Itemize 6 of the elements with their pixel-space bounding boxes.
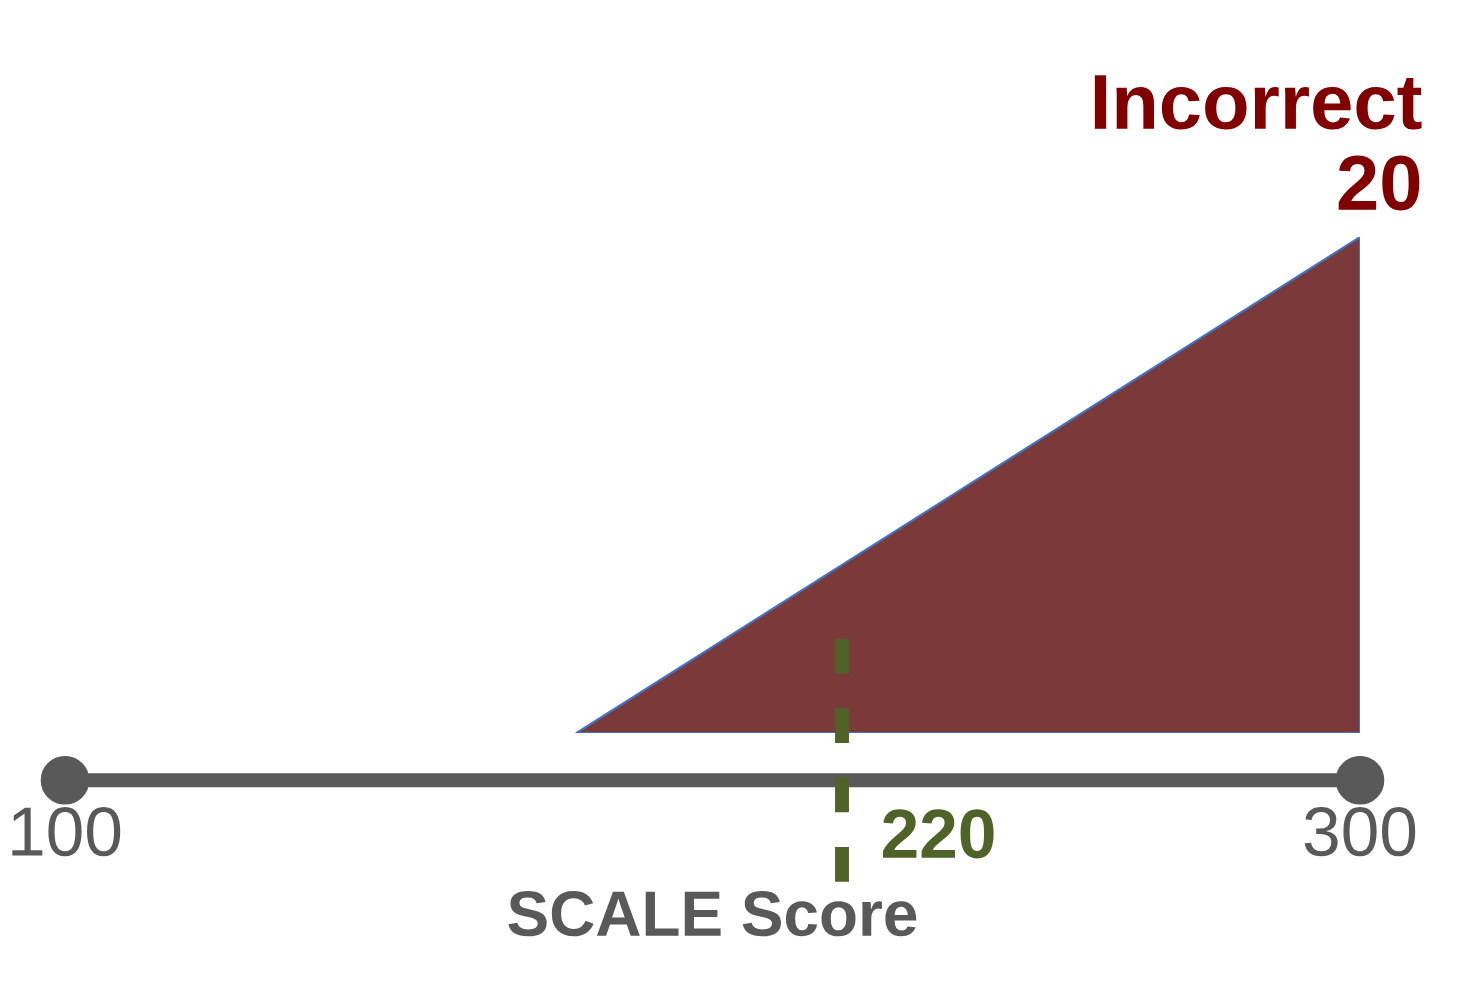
series-label: Incorrect [1094,75,1422,130]
ref-line-label: 220 [883,809,994,859]
x-axis-title: SCALE Score [508,891,917,937]
x-tick-label: 100 [12,807,121,857]
x-tick-label: 300 [1304,807,1416,857]
data-label: 20 [1338,155,1420,211]
